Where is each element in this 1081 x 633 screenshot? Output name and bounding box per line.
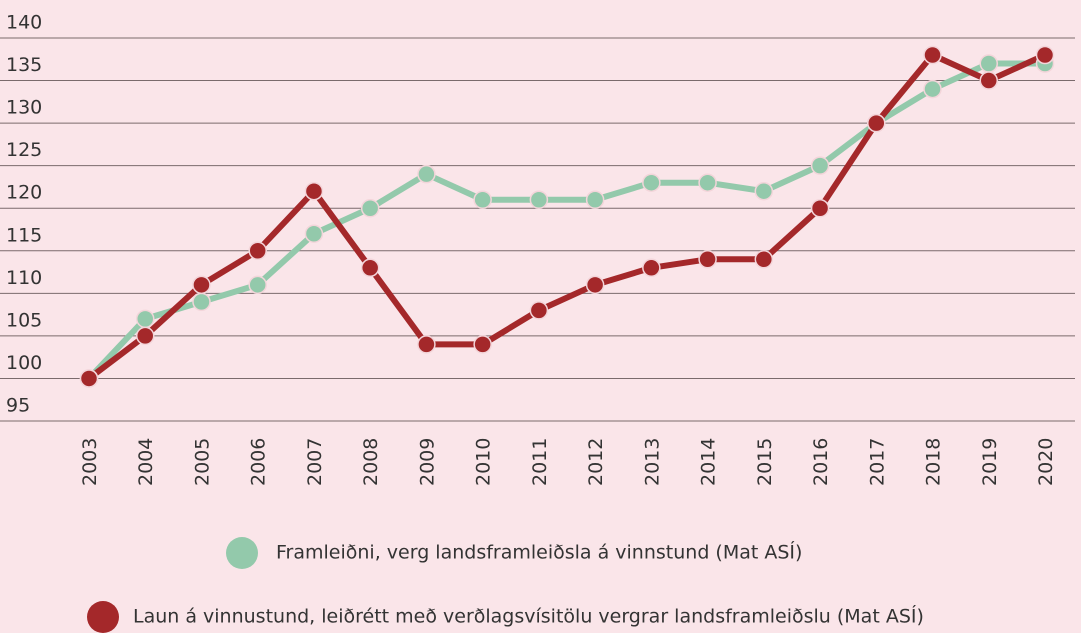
data-point bbox=[1035, 45, 1055, 65]
data-point bbox=[810, 198, 830, 218]
x-tick-label: 2009 bbox=[416, 438, 438, 486]
x-tick-label: 2016 bbox=[810, 438, 832, 486]
y-tick-label: 110 bbox=[6, 267, 42, 289]
x-tick-label: 2012 bbox=[585, 438, 607, 486]
x-tick-label: 2003 bbox=[79, 438, 101, 486]
legend-label: Framleiðni, verg landsframleiðsla á vinn… bbox=[276, 541, 802, 564]
y-tick-label: 125 bbox=[6, 139, 42, 161]
x-tick-label: 2005 bbox=[191, 438, 213, 486]
data-point bbox=[417, 164, 436, 184]
x-tick-label: 2004 bbox=[135, 438, 157, 486]
data-point bbox=[79, 369, 99, 388]
legend-swatch bbox=[226, 537, 258, 569]
data-point bbox=[248, 275, 267, 295]
y-tick-label: 140 bbox=[6, 12, 42, 34]
series-line bbox=[87, 52, 1047, 381]
x-tick-label: 2010 bbox=[473, 438, 495, 486]
x-tick-label: 2007 bbox=[304, 438, 326, 486]
y-tick-label: 120 bbox=[6, 182, 42, 204]
data-point bbox=[360, 198, 380, 218]
data-point bbox=[304, 181, 324, 201]
y-tick-label: 135 bbox=[6, 54, 42, 76]
data-point bbox=[417, 335, 436, 354]
data-point bbox=[304, 224, 324, 244]
y-tick-label: 100 bbox=[6, 352, 42, 374]
x-tick-label: 2008 bbox=[360, 438, 382, 486]
legend-swatch bbox=[87, 601, 119, 633]
x-tick-label: 2017 bbox=[866, 438, 888, 486]
x-tick-label: 2018 bbox=[923, 438, 945, 486]
data-point bbox=[642, 173, 661, 192]
legend-label: Laun á vinnustund, leiðrétt með verðlags… bbox=[133, 605, 924, 628]
x-tick-label: 2011 bbox=[529, 438, 551, 486]
data-point bbox=[923, 79, 942, 99]
data-point bbox=[135, 309, 155, 329]
data-point bbox=[192, 275, 211, 295]
data-point bbox=[192, 292, 211, 312]
data-point bbox=[642, 258, 661, 278]
data-point bbox=[754, 181, 774, 201]
data-point bbox=[698, 173, 717, 192]
x-tick-label: 2006 bbox=[248, 438, 270, 486]
y-tick-label: 115 bbox=[6, 224, 42, 246]
data-point bbox=[698, 250, 717, 269]
data-point bbox=[473, 190, 492, 209]
data-point bbox=[585, 190, 605, 209]
data-point bbox=[979, 54, 999, 73]
data-point bbox=[754, 250, 774, 269]
data-point bbox=[248, 241, 267, 261]
data-point bbox=[360, 258, 380, 278]
x-tick-label: 2013 bbox=[641, 438, 663, 486]
y-tick-label: 95 bbox=[6, 395, 30, 417]
data-point bbox=[529, 301, 549, 320]
x-tick-label: 2019 bbox=[979, 438, 1001, 486]
data-point bbox=[529, 190, 549, 209]
series-line bbox=[86, 60, 1045, 381]
data-point bbox=[585, 275, 605, 295]
data-point bbox=[923, 45, 942, 65]
x-tick-label: 2014 bbox=[698, 438, 720, 486]
x-tick-label: 2015 bbox=[754, 438, 776, 486]
data-point bbox=[810, 156, 830, 175]
data-point bbox=[473, 335, 492, 354]
y-tick-label: 105 bbox=[6, 309, 42, 331]
data-point bbox=[135, 326, 155, 346]
data-point bbox=[979, 71, 999, 90]
x-tick-label: 2020 bbox=[1035, 438, 1057, 486]
data-point bbox=[867, 113, 886, 133]
y-tick-label: 130 bbox=[6, 97, 42, 119]
